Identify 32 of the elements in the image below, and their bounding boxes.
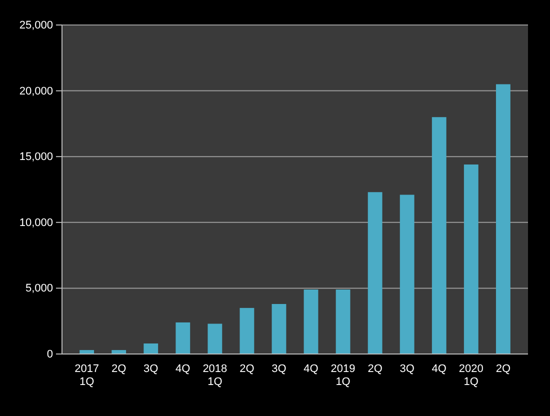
bar xyxy=(208,324,222,354)
x-tick-label: 3Q xyxy=(272,363,287,375)
bar xyxy=(464,164,478,354)
y-tick-label: 10,000 xyxy=(19,216,53,229)
bar xyxy=(144,343,158,354)
y-tick-label: 20,000 xyxy=(19,85,53,98)
bar xyxy=(176,322,190,354)
bar xyxy=(400,194,414,354)
bar xyxy=(240,308,254,354)
y-tick-label: 15,000 xyxy=(19,151,53,164)
x-tick-label: 2Q xyxy=(112,363,127,375)
x-tick-label: 4Q xyxy=(176,363,191,375)
bar xyxy=(496,84,510,354)
x-tick-label: 2019 1Q xyxy=(330,363,356,388)
x-tick-label: 2020 1Q xyxy=(458,363,484,388)
x-tick-label: 4Q xyxy=(304,363,319,375)
bar xyxy=(432,117,446,354)
bar xyxy=(272,304,286,354)
y-tick-label: 5,000 xyxy=(25,282,53,295)
x-tick-label: 2Q xyxy=(496,363,511,375)
y-tick-label: 0 xyxy=(46,348,53,361)
x-tick-label: 3Q xyxy=(144,363,159,375)
bar xyxy=(368,192,382,354)
bar xyxy=(336,290,350,354)
x-tick-label: 2017 1Q xyxy=(74,363,100,388)
y-tick-label: 25,000 xyxy=(19,20,53,32)
bar xyxy=(304,290,318,354)
x-tick-label: 4Q xyxy=(432,363,447,375)
x-tick-label: 2018 1Q xyxy=(202,363,228,388)
x-tick-label: 3Q xyxy=(400,363,415,375)
x-tick-label: 2Q xyxy=(368,363,383,375)
x-tick-label: 2Q xyxy=(240,363,255,375)
